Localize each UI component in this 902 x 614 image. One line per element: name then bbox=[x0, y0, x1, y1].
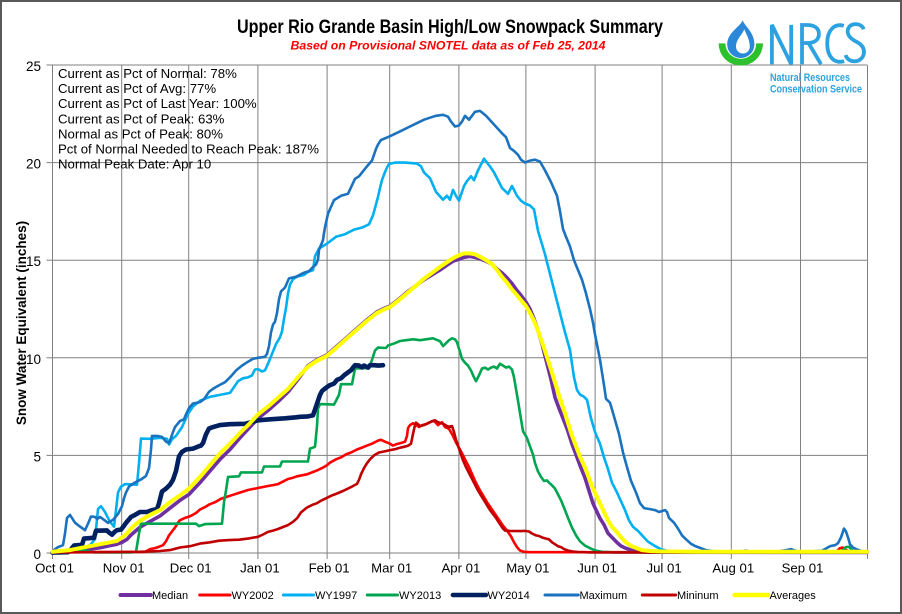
svg-text:Normal as Pct of Peak: 80%: Normal as Pct of Peak: 80% bbox=[58, 126, 223, 141]
svg-text:Jun 01: Jun 01 bbox=[577, 561, 617, 576]
svg-text:WY2013: WY2013 bbox=[399, 590, 441, 602]
svg-text:Current as Pct of Last Year: 1: Current as Pct of Last Year: 100% bbox=[58, 96, 257, 111]
svg-text:Mar 01: Mar 01 bbox=[371, 561, 412, 576]
svg-text:Current as Pct of Normal: 78%: Current as Pct of Normal: 78% bbox=[58, 66, 237, 81]
svg-text:WY2014: WY2014 bbox=[488, 590, 530, 602]
svg-text:15: 15 bbox=[26, 254, 41, 269]
svg-text:Dec 01: Dec 01 bbox=[170, 561, 212, 576]
svg-text:Conservation Service: Conservation Service bbox=[770, 83, 862, 95]
svg-text:Pct of Normal Needed to Reach: Pct of Normal Needed to Reach Peak: 187% bbox=[58, 142, 319, 157]
svg-text:Averages: Averages bbox=[770, 590, 817, 602]
svg-text:5: 5 bbox=[33, 449, 41, 464]
svg-text:0: 0 bbox=[33, 547, 41, 562]
svg-text:10: 10 bbox=[26, 352, 41, 367]
svg-text:Jul 01: Jul 01 bbox=[646, 561, 681, 576]
svg-text:Jan 01: Jan 01 bbox=[240, 561, 280, 576]
svg-text:20: 20 bbox=[26, 157, 41, 172]
svg-text:Sep 01: Sep 01 bbox=[782, 561, 824, 576]
svg-text:May 01: May 01 bbox=[506, 561, 549, 576]
svg-text:Current as Pct of Peak: 63%: Current as Pct of Peak: 63% bbox=[58, 111, 225, 126]
svg-text:Oct 01: Oct 01 bbox=[35, 561, 74, 576]
svg-text:Based on Provisional SNOTEL da: Based on Provisional SNOTEL data as of F… bbox=[291, 41, 607, 53]
svg-text:Apr 01: Apr 01 bbox=[441, 561, 480, 576]
svg-text:Current as Pct of Avg: 77%: Current as Pct of Avg: 77% bbox=[58, 81, 216, 96]
svg-text:WY2002: WY2002 bbox=[232, 590, 274, 602]
svg-text:Upper Rio Grande Basin High/Lo: Upper Rio Grande Basin High/Low Snowpack… bbox=[237, 16, 663, 38]
svg-text:Feb 01: Feb 01 bbox=[309, 561, 350, 576]
svg-text:Normal Peak Date: Apr 10: Normal Peak Date: Apr 10 bbox=[58, 157, 211, 172]
svg-text:Snow Water Equivalent (inches): Snow Water Equivalent (inches) bbox=[14, 221, 29, 425]
svg-text:25: 25 bbox=[26, 59, 41, 74]
svg-text:Mininum: Mininum bbox=[677, 590, 719, 602]
svg-text:WY1997: WY1997 bbox=[315, 590, 357, 602]
svg-text:Maximum: Maximum bbox=[580, 590, 628, 602]
svg-text:Aug 01: Aug 01 bbox=[712, 561, 754, 576]
svg-text:Median: Median bbox=[152, 590, 188, 602]
svg-text:Nov 01: Nov 01 bbox=[103, 561, 145, 576]
svg-text:Natural Resources: Natural Resources bbox=[770, 72, 850, 84]
